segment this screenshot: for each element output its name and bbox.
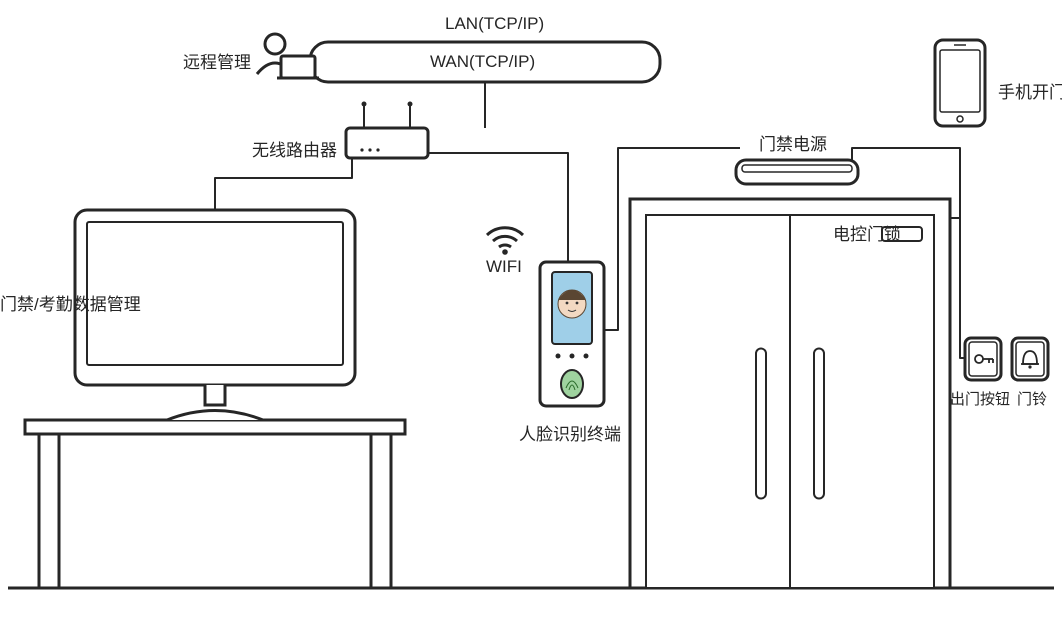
power-supply-label: 门禁电源 xyxy=(759,130,827,155)
data-mgmt-label: 门禁/考勤数据管理 xyxy=(0,294,160,316)
diagram-stage: LAN(TCP/IP) 远程管理 无线路由器 WIFI 门禁/考勤数据管理 人脸… xyxy=(0,0,1062,641)
lan-label: LAN(TCP/IP) xyxy=(445,14,544,34)
wifi-label: WIFI xyxy=(486,257,522,277)
wireless-router-label: 无线路由器 xyxy=(252,136,337,161)
door-lock-label: 电控门锁 xyxy=(833,220,901,245)
exit-button-label: 出门按钮 xyxy=(950,388,1010,409)
remote-mgmt-label: 远程管理 xyxy=(183,48,251,73)
wan-label: WAN(TCP/IP) xyxy=(430,52,535,72)
face-terminal-label: 人脸识别终端 xyxy=(519,420,621,445)
doorbell-label: 门铃 xyxy=(1017,388,1047,409)
shapes-layer xyxy=(0,0,1062,641)
phone-open-label: 手机开门 xyxy=(998,78,1062,103)
